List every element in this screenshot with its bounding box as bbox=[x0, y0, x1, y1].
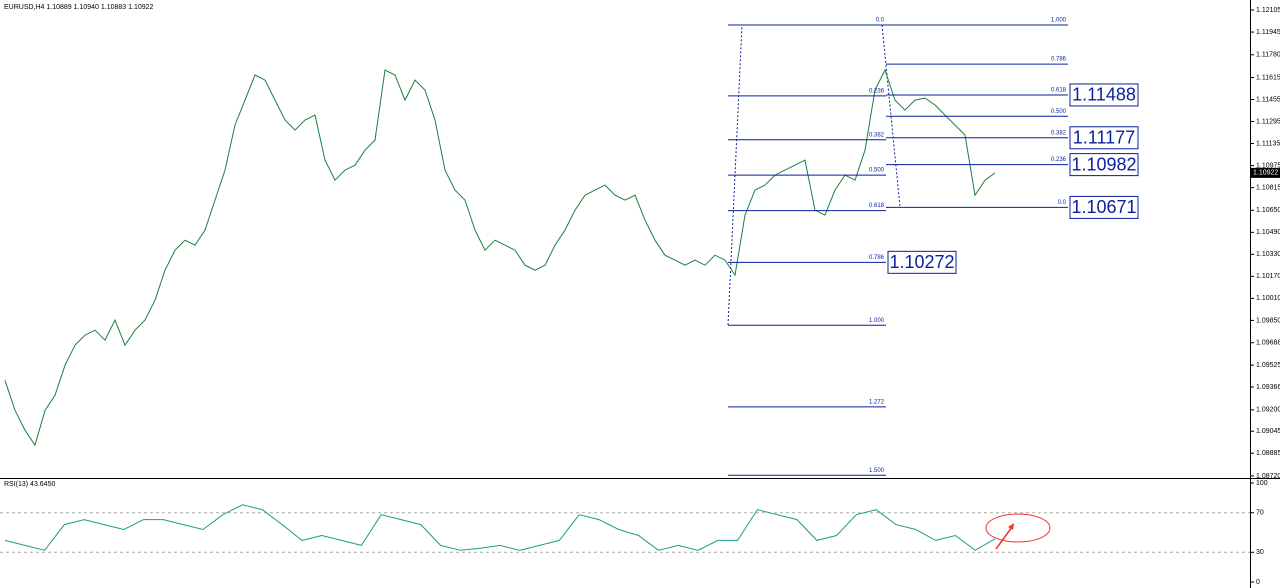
y-tick-label: 1.11455 bbox=[1256, 96, 1280, 103]
y-tick-label: 1.10975 bbox=[1256, 162, 1280, 169]
price-box-label: 1.10272 bbox=[889, 252, 954, 272]
fib-ratio-label: 1.000 bbox=[1051, 18, 1067, 24]
annotation-arrowhead bbox=[1008, 523, 1014, 530]
price-box bbox=[1069, 83, 1139, 107]
last-price-box bbox=[1251, 167, 1280, 178]
price-box bbox=[887, 250, 957, 274]
price-box bbox=[1069, 126, 1139, 150]
y-tick-label: 1.10170 bbox=[1256, 273, 1280, 280]
y-tick-label: 30 bbox=[1256, 549, 1264, 556]
fib-ratio-label: 0.618 bbox=[1051, 88, 1067, 94]
price-box bbox=[1069, 195, 1139, 219]
y-tick-label: 1.11615 bbox=[1256, 74, 1280, 81]
last-price-label: 1.10922 bbox=[1253, 170, 1278, 177]
annotation-arrow bbox=[995, 526, 1013, 550]
price-box bbox=[1069, 153, 1139, 177]
rsi-line bbox=[4, 504, 996, 551]
price-box-label: 1.11177 bbox=[1073, 128, 1135, 148]
y-tick-label: 1.10815 bbox=[1256, 184, 1280, 191]
annotation-ellipse bbox=[985, 513, 1051, 543]
fib-ratio-label: 0.382 bbox=[869, 132, 885, 138]
y-tick-label: 1.11135 bbox=[1256, 140, 1280, 147]
price-line bbox=[4, 68, 996, 447]
y-tick-label: 1.11945 bbox=[1256, 29, 1280, 36]
y-tick-label: 0 bbox=[1256, 579, 1260, 586]
fib-ratio-label: 1.000 bbox=[869, 318, 885, 324]
fib-ratio-label: 0.0 bbox=[1058, 200, 1067, 206]
fib-ratio-label: 1.272 bbox=[869, 399, 885, 405]
fib-ratio-label: 0.786 bbox=[1051, 57, 1067, 63]
y-tick-label: 100 bbox=[1256, 480, 1268, 487]
y-tick-label: 1.09850 bbox=[1256, 317, 1280, 324]
fib-ratio-label: 0.0 bbox=[876, 18, 885, 24]
fib-ratio-label: 0.618 bbox=[869, 203, 885, 209]
y-tick-label: 1.12105 bbox=[1256, 7, 1280, 14]
y-tick-label: 1.08885 bbox=[1256, 450, 1280, 457]
y-tick-label: 1.10650 bbox=[1256, 207, 1280, 214]
price-box-label: 1.10671 bbox=[1071, 197, 1136, 217]
fib-ratio-label: 0.236 bbox=[869, 89, 885, 95]
fib-ratio-label: 0.500 bbox=[869, 168, 885, 174]
y-tick-label: 1.09045 bbox=[1256, 428, 1280, 435]
fib-trend-line bbox=[881, 24, 901, 208]
y-tick-label: 1.10490 bbox=[1256, 229, 1280, 236]
y-tick-label: 1.09200 bbox=[1256, 407, 1280, 414]
rsi-title: RSI(13) 43.6450 bbox=[4, 481, 55, 488]
y-tick-label: 1.09525 bbox=[1256, 362, 1280, 369]
price-box-label: 1.11488 bbox=[1072, 85, 1136, 105]
fib-ratio-label: 0.236 bbox=[1051, 157, 1067, 163]
chart-title: EURUSD,H4 1.10889 1.10940 1.10883 1.1092… bbox=[4, 4, 154, 11]
y-tick-label: 1.10010 bbox=[1256, 295, 1280, 302]
fib-ratio-label: 0.382 bbox=[1051, 130, 1067, 136]
y-tick-label: 70 bbox=[1256, 510, 1264, 517]
y-tick-label: 1.08720 bbox=[1256, 473, 1280, 480]
y-tick-label: 1.11295 bbox=[1256, 118, 1280, 125]
y-tick-label: 1.11780 bbox=[1256, 52, 1280, 59]
y-tick-label: 1.09688 bbox=[1256, 340, 1280, 347]
y-tick-label: 1.09366 bbox=[1256, 384, 1280, 391]
fib-ratio-label: 0.786 bbox=[869, 255, 885, 261]
fib-ratio-label: 0.500 bbox=[1051, 109, 1067, 115]
y-tick-label: 1.10330 bbox=[1256, 251, 1280, 258]
price-box-label: 1.10982 bbox=[1071, 154, 1136, 174]
fib-ratio-label: 1.500 bbox=[869, 468, 885, 474]
